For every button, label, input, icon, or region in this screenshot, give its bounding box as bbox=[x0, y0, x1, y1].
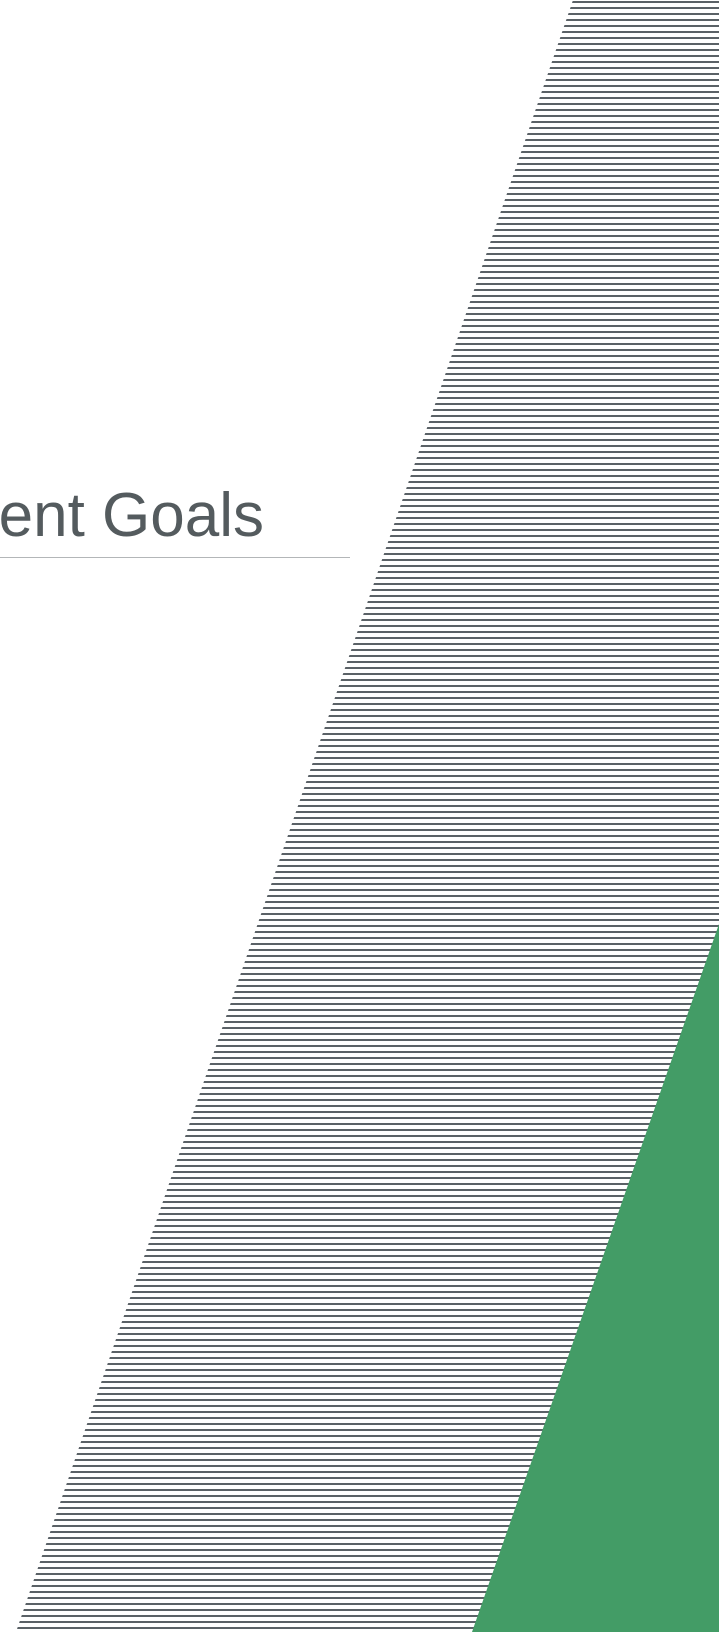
slide-title: Engagement Goals bbox=[0, 481, 264, 550]
green-accent-triangle bbox=[472, 924, 719, 1632]
title-divider bbox=[0, 557, 350, 558]
